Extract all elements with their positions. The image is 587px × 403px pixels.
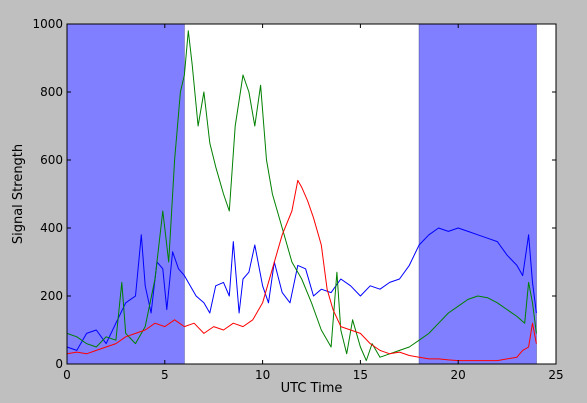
x-axis-label: UTC Time bbox=[281, 381, 343, 396]
y-tick-label: 800 bbox=[40, 85, 63, 99]
shaded-region-2 bbox=[418, 23, 537, 365]
y-axis-label: Signal Strength bbox=[11, 144, 26, 244]
series-line-2 bbox=[66, 30, 537, 362]
series-line-1 bbox=[66, 227, 537, 351]
x-tick-label: 15 bbox=[353, 368, 368, 382]
x-tick-label: 25 bbox=[548, 368, 563, 382]
y-tick-label: 0 bbox=[55, 357, 63, 371]
x-tick-label: 5 bbox=[161, 368, 169, 382]
x-tick-label: 20 bbox=[451, 368, 466, 382]
x-tick-label: 0 bbox=[63, 368, 71, 382]
plot-frame bbox=[66, 23, 557, 365]
series-lines bbox=[66, 30, 537, 362]
y-tick-label: 400 bbox=[40, 221, 63, 235]
y-axis-ticks: 0 200 400 600 800 1000 bbox=[32, 17, 556, 371]
shaded-regions bbox=[66, 23, 537, 365]
y-tick-label: 600 bbox=[40, 153, 63, 167]
x-tick-label: 10 bbox=[255, 368, 270, 382]
y-tick-label: 1000 bbox=[32, 17, 63, 31]
shaded-region-1 bbox=[66, 23, 185, 365]
y-tick-label: 200 bbox=[40, 289, 63, 303]
x-axis-ticks: 0 5 10 15 20 25 bbox=[63, 24, 564, 382]
series-line-3 bbox=[66, 179, 537, 362]
